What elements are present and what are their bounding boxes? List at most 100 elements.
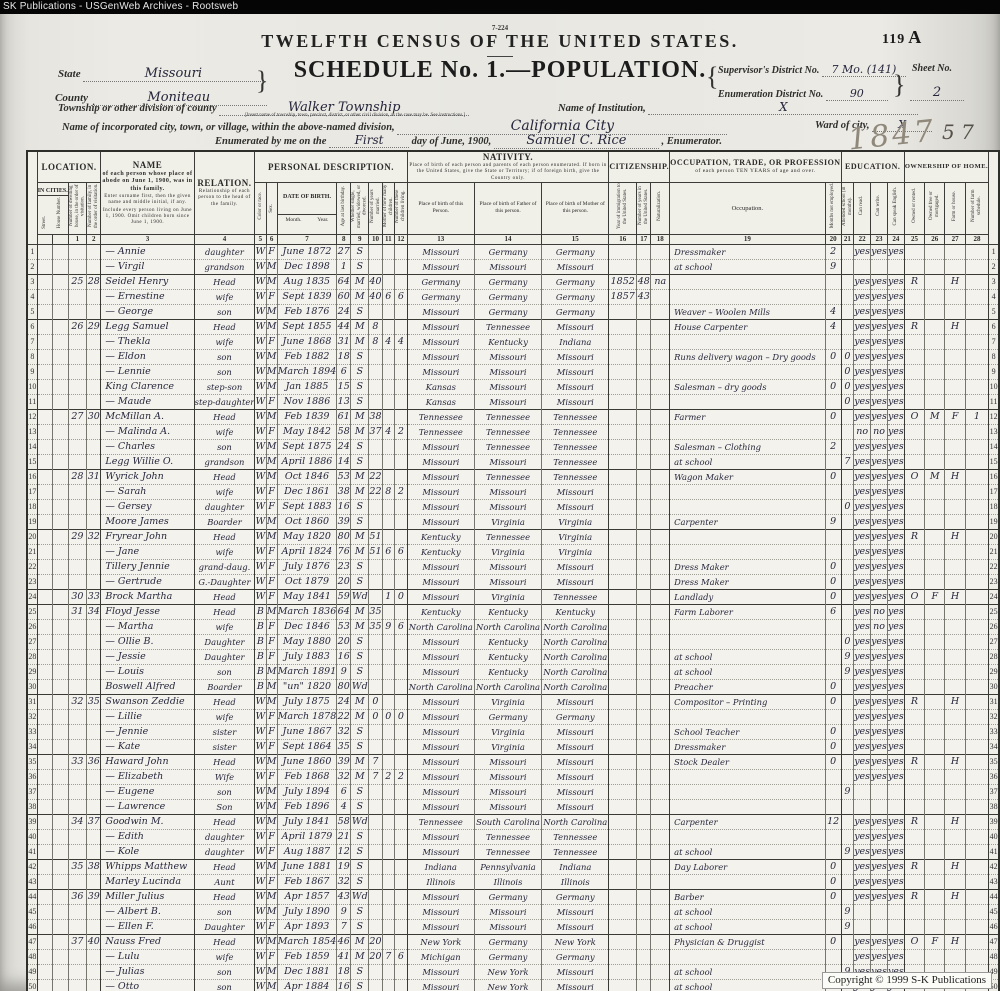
cell-pf: Missouri xyxy=(473,798,542,815)
cell-pob: Missouri xyxy=(406,723,475,740)
cell-name: — Annie xyxy=(100,243,195,260)
cell-ch: 1 xyxy=(381,588,395,605)
cell-ym xyxy=(368,828,382,845)
cell-name: — Gertrude xyxy=(100,573,195,590)
cell-house xyxy=(52,978,69,991)
cell-mar: S xyxy=(350,903,369,920)
enumerated-mid: day of June, 1900, xyxy=(411,136,492,147)
cell-fam: 32 xyxy=(86,528,101,545)
cell-n: 35 xyxy=(26,753,38,770)
cell-en: yes xyxy=(886,558,905,575)
cell-yus xyxy=(636,843,651,860)
cell-dw xyxy=(67,498,87,515)
cell-ns xyxy=(964,708,989,725)
cell-sch xyxy=(840,873,854,890)
cell-imm xyxy=(608,708,637,725)
cell-wr: yes xyxy=(870,318,888,335)
cell-imm xyxy=(608,528,637,545)
cell-mar: M xyxy=(350,288,369,305)
cell-fm xyxy=(924,888,945,905)
cell-house xyxy=(52,723,69,740)
cell-own xyxy=(903,453,925,470)
cell-dw xyxy=(67,723,87,740)
cell-own xyxy=(903,633,925,650)
cell-dw xyxy=(67,738,87,755)
cell-sex: F xyxy=(265,288,278,305)
cell-color: W xyxy=(254,933,266,950)
cell-fam xyxy=(86,738,101,755)
cell-street xyxy=(36,828,53,845)
cell-occ xyxy=(669,828,826,845)
cell-mo xyxy=(824,483,842,500)
cell-mo: 0 xyxy=(824,408,842,425)
cell-age: 53 xyxy=(336,468,351,485)
cell-nat xyxy=(650,708,670,725)
cell-sch xyxy=(840,483,854,500)
cell-mar: S xyxy=(350,843,369,860)
cell-yus xyxy=(636,768,651,785)
cell-n: 35 xyxy=(988,753,999,770)
cell-imm xyxy=(608,948,637,965)
cell-color: W xyxy=(254,903,266,920)
cell-dob: Feb 1868 xyxy=(276,768,337,785)
cell-ym xyxy=(368,918,382,935)
cell-liv xyxy=(394,363,408,380)
cell-color: W xyxy=(254,573,266,590)
cell-wr: yes xyxy=(870,348,888,365)
cell-occ xyxy=(669,333,826,350)
cell-liv xyxy=(394,393,408,410)
cell-liv xyxy=(394,798,408,815)
cell-house xyxy=(52,303,69,320)
cell-nat xyxy=(650,588,670,605)
cell-ns xyxy=(964,423,989,440)
cell-dw: 29 xyxy=(67,528,87,545)
cell-wr: yes xyxy=(870,738,888,755)
cell-rd: yes xyxy=(853,708,871,725)
cell-n: 21 xyxy=(988,543,999,560)
cell-dob: Oct 1860 xyxy=(276,513,337,530)
cell-fm xyxy=(924,948,945,965)
cell-own xyxy=(903,768,925,785)
cell-en: yes xyxy=(886,408,905,425)
cell-name: Miller Julius xyxy=(100,888,195,905)
cell-rel: son xyxy=(193,348,255,365)
cell-pm: New York xyxy=(541,933,609,950)
cell-sch: 9 xyxy=(840,903,854,920)
cell-fh xyxy=(944,498,966,515)
cell-pf: Germany xyxy=(473,243,542,260)
cell-wr: yes xyxy=(870,468,888,485)
cell-ns xyxy=(964,618,989,635)
cell-dw: 30 xyxy=(67,588,87,605)
cell-pob: Missouri xyxy=(406,438,475,455)
cell-street xyxy=(36,468,53,485)
cell-ns: 1 xyxy=(964,408,989,425)
cell-sch xyxy=(840,888,854,905)
cell-dw xyxy=(67,978,87,991)
cell-imm xyxy=(608,843,637,860)
cell-color: W xyxy=(254,258,266,275)
cell-pob: Michigan xyxy=(406,948,475,965)
cell-ch xyxy=(381,528,395,545)
cell-ch xyxy=(381,783,395,800)
cell-color: B xyxy=(254,663,266,680)
cell-fm xyxy=(924,738,945,755)
cell-fh xyxy=(944,723,966,740)
cell-fm xyxy=(924,498,945,515)
cell-en xyxy=(886,258,905,275)
cell-rd xyxy=(853,783,871,800)
column-number: 13 xyxy=(406,233,475,245)
cell-house xyxy=(52,903,69,920)
cell-rd: yes xyxy=(853,498,871,515)
cell-en: yes xyxy=(886,528,905,545)
cell-liv xyxy=(394,843,408,860)
cell-mar: S xyxy=(350,663,369,680)
cell-dob: March 1894 xyxy=(276,363,337,380)
cell-nat xyxy=(650,753,670,770)
cell-fh xyxy=(944,873,966,890)
cell-color: W xyxy=(254,738,266,755)
cell-occ: Dress Maker xyxy=(669,573,826,590)
cell-mo xyxy=(824,633,842,650)
cell-sex: F xyxy=(265,423,278,440)
cell-sex: M xyxy=(265,528,278,545)
cell-dw: 28 xyxy=(67,468,87,485)
